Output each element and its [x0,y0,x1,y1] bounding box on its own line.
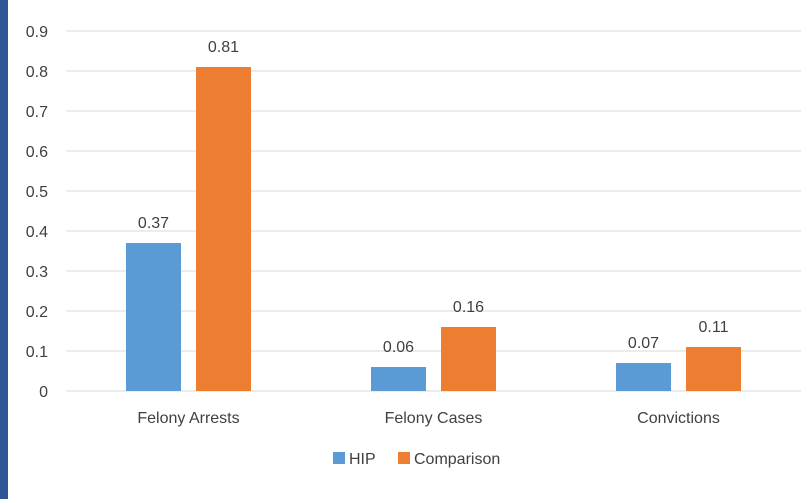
legend-swatch-comparison [398,452,410,464]
y-tick-label: 0.2 [26,304,48,321]
data-label: 0.11 [699,319,729,336]
bar-hip [371,367,426,391]
y-tick-label: 0.1 [26,344,48,361]
data-label: 0.07 [628,335,659,352]
y-tick-label: 0.4 [26,224,48,241]
y-tick-label: 0 [39,384,48,401]
data-label: 0.37 [138,215,169,232]
bar-comparison [686,347,741,391]
legend-label: HIP [349,451,376,468]
bar-comparison [441,327,496,391]
bar-comparison [196,67,251,391]
data-label: 0.06 [383,339,414,356]
legend-swatch-hip [333,452,345,464]
bar-hip [126,243,181,391]
y-tick-label: 0.5 [26,184,48,201]
bar-hip [616,363,671,391]
y-tick-label: 0.7 [26,104,48,121]
x-tick-label: Felony Arrests [137,410,239,427]
bar-chart: 0 0.1 0.2 0.3 0.4 0.5 0.6 0.7 0.8 0.9 0.37 0.81 Felo… [26,24,801,468]
left-accent-strip [0,0,8,499]
y-tick-label: 0.3 [26,264,48,281]
x-tick-label: Felony Cases [385,410,483,427]
legend-label: Comparison [414,451,500,468]
y-tick-label: 0.6 [26,144,48,161]
x-tick-label: Convictions [637,410,720,427]
data-label: 0.16 [453,299,484,316]
chart-area: 0 0.1 0.2 0.3 0.4 0.5 0.6 0.7 0.8 0.9 0.37 0.81 Felo… [8,0,812,499]
y-tick-label: 0.8 [26,64,48,81]
y-tick-label: 0.9 [26,24,48,41]
data-label: 0.81 [208,39,239,56]
